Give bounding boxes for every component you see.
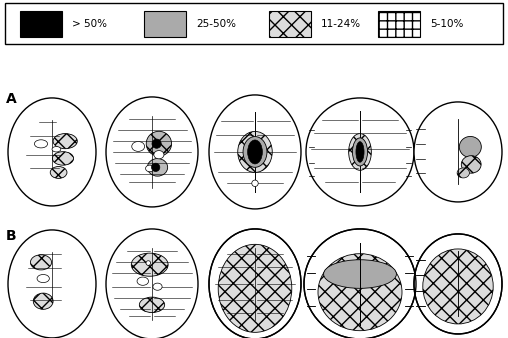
Ellipse shape	[209, 95, 301, 209]
Ellipse shape	[306, 98, 414, 206]
Ellipse shape	[348, 134, 371, 170]
Ellipse shape	[52, 147, 61, 152]
Ellipse shape	[8, 230, 96, 338]
Text: 5-10%: 5-10%	[430, 19, 464, 29]
Ellipse shape	[414, 234, 502, 334]
Ellipse shape	[457, 168, 469, 178]
Ellipse shape	[153, 283, 162, 290]
Ellipse shape	[132, 142, 145, 151]
Ellipse shape	[248, 141, 262, 152]
Circle shape	[152, 139, 161, 148]
Ellipse shape	[146, 165, 154, 172]
Text: B: B	[6, 229, 17, 243]
Ellipse shape	[139, 297, 165, 313]
Ellipse shape	[304, 229, 416, 338]
Ellipse shape	[238, 131, 272, 172]
Ellipse shape	[137, 277, 148, 285]
Ellipse shape	[243, 137, 267, 167]
Ellipse shape	[318, 254, 402, 331]
Ellipse shape	[50, 167, 67, 178]
Ellipse shape	[30, 255, 51, 270]
Ellipse shape	[147, 159, 168, 176]
Text: > 50%: > 50%	[72, 19, 107, 29]
Ellipse shape	[247, 140, 262, 164]
Ellipse shape	[106, 229, 198, 338]
Ellipse shape	[53, 134, 77, 149]
Text: 25-50%: 25-50%	[196, 19, 236, 29]
Ellipse shape	[37, 274, 49, 283]
Bar	[20, 11, 62, 37]
Bar	[378, 11, 420, 37]
Ellipse shape	[8, 98, 96, 206]
Ellipse shape	[218, 244, 292, 332]
Circle shape	[252, 180, 258, 187]
Ellipse shape	[461, 156, 481, 173]
Ellipse shape	[414, 102, 502, 202]
Ellipse shape	[131, 253, 168, 276]
Ellipse shape	[35, 140, 48, 148]
Text: A: A	[6, 92, 17, 106]
Ellipse shape	[146, 131, 172, 156]
Ellipse shape	[106, 97, 198, 207]
Bar	[144, 11, 186, 37]
Ellipse shape	[324, 260, 396, 288]
Ellipse shape	[34, 293, 53, 309]
Ellipse shape	[52, 152, 74, 165]
Ellipse shape	[423, 249, 493, 324]
Text: 11-24%: 11-24%	[321, 19, 361, 29]
Circle shape	[151, 163, 160, 171]
Ellipse shape	[356, 142, 364, 162]
Ellipse shape	[209, 229, 301, 338]
Bar	[269, 11, 311, 37]
Ellipse shape	[353, 138, 368, 166]
Circle shape	[146, 261, 150, 265]
Ellipse shape	[459, 137, 481, 158]
Ellipse shape	[154, 150, 164, 159]
